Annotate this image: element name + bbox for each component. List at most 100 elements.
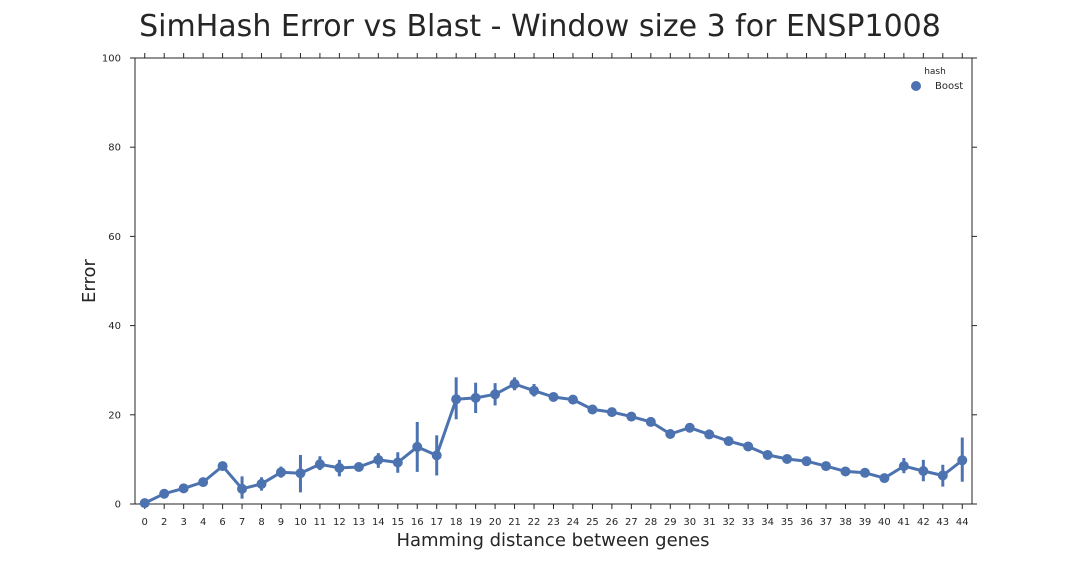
data-point	[529, 385, 540, 396]
x-tick-label: 24	[567, 517, 580, 528]
data-point	[801, 456, 812, 467]
data-point	[723, 436, 734, 447]
chart-title: SimHash Error vs Blast - Window size 3 f…	[139, 9, 941, 44]
x-tick-label: 33	[742, 517, 755, 528]
legend-label-boost: Boost	[935, 81, 963, 92]
x-tick-label: 11	[314, 517, 327, 528]
x-tick-label: 21	[508, 517, 521, 528]
data-point	[587, 404, 598, 415]
x-tick-label: 42	[917, 517, 930, 528]
x-tick-label: 32	[722, 517, 735, 528]
y-tick-label: 100	[102, 54, 121, 65]
y-axis-label: Error	[79, 258, 100, 302]
x-axis: 0 2 3 4 6 7 8 9 10 11 12 13 14 15 16 17 18 19 20 21 22 23 24 25…	[142, 53, 969, 528]
data-point	[626, 411, 637, 422]
x-tick-label: 35	[781, 517, 794, 528]
data-point	[859, 467, 870, 478]
data-point	[898, 461, 909, 472]
data-point	[665, 428, 676, 439]
x-tick-label: 9	[278, 517, 284, 528]
x-tick-label: 15	[391, 517, 404, 528]
x-axis-label: Hamming distance between genes	[396, 530, 709, 551]
data-point	[762, 449, 773, 460]
x-tick-label: 41	[898, 517, 911, 528]
x-tick-label: 44	[956, 517, 969, 528]
x-tick-label: 4	[200, 517, 206, 528]
x-tick-label: 23	[547, 517, 560, 528]
data-point	[470, 392, 481, 403]
x-tick-label: 8	[258, 517, 264, 528]
x-tick-label: 28	[644, 517, 657, 528]
data-point	[821, 461, 832, 472]
legend-marker-boost	[911, 81, 921, 91]
x-tick-label: 13	[352, 517, 365, 528]
data-point	[198, 477, 209, 488]
data-point	[373, 454, 384, 465]
x-tick-label: 40	[878, 517, 891, 528]
data-point	[334, 462, 345, 473]
legend-title: hash	[924, 67, 946, 77]
x-tick-label: 34	[761, 517, 774, 528]
data-point	[178, 483, 189, 494]
data-point	[704, 429, 715, 440]
x-tick-label: 19	[469, 517, 482, 528]
data-point	[490, 389, 501, 400]
x-tick-label: 7	[239, 517, 245, 528]
error-bars	[240, 377, 964, 499]
y-tick-label: 40	[108, 321, 121, 332]
data-point	[139, 498, 150, 509]
data-point	[275, 467, 286, 478]
x-tick-label: 25	[586, 517, 599, 528]
data-point	[918, 465, 929, 476]
x-tick-label: 6	[219, 517, 225, 528]
x-tick-label: 27	[625, 517, 638, 528]
data-point	[451, 394, 462, 405]
data-point	[237, 483, 248, 494]
x-tick-label: 22	[528, 517, 541, 528]
x-tick-label: 12	[333, 517, 346, 528]
data-point	[684, 422, 695, 433]
data-point	[840, 466, 851, 477]
data-point	[392, 457, 403, 468]
data-point	[256, 478, 267, 489]
data-point	[412, 441, 423, 452]
x-tick-label: 14	[372, 517, 385, 528]
y-tick-label: 60	[108, 232, 121, 243]
data-point	[509, 379, 520, 390]
x-tick-label: 3	[180, 517, 186, 528]
x-tick-label: 18	[450, 517, 463, 528]
data-point	[782, 453, 793, 464]
x-tick-label: 16	[411, 517, 424, 528]
x-tick-label: 26	[606, 517, 619, 528]
data-point	[957, 455, 968, 466]
x-tick-label: 38	[839, 517, 852, 528]
data-point	[567, 394, 578, 405]
y-tick-label: 80	[108, 143, 121, 154]
data-point	[879, 473, 890, 484]
x-tick-label: 10	[294, 517, 307, 528]
x-tick-label: 2	[161, 517, 167, 528]
data-point	[937, 470, 948, 481]
x-tick-label: 20	[489, 517, 502, 528]
legend: hash Boost	[911, 67, 963, 92]
data-point	[431, 450, 442, 461]
x-tick-label: 37	[820, 517, 833, 528]
data-points	[139, 379, 968, 509]
x-tick-label: 30	[683, 517, 696, 528]
data-point	[743, 441, 754, 452]
x-tick-label: 29	[664, 517, 677, 528]
x-tick-label: 0	[142, 517, 148, 528]
data-point	[645, 416, 656, 427]
data-point	[159, 488, 170, 499]
x-tick-label: 17	[430, 517, 443, 528]
x-tick-label: 36	[800, 517, 813, 528]
y-axis: 0 20 40 60 80 100	[102, 54, 977, 511]
x-tick-label: 31	[703, 517, 716, 528]
plot-frame	[134, 57, 973, 505]
data-point	[295, 468, 306, 479]
data-point	[353, 461, 364, 472]
data-point	[606, 407, 617, 418]
x-tick-label: 43	[936, 517, 949, 528]
data-point	[217, 461, 228, 472]
